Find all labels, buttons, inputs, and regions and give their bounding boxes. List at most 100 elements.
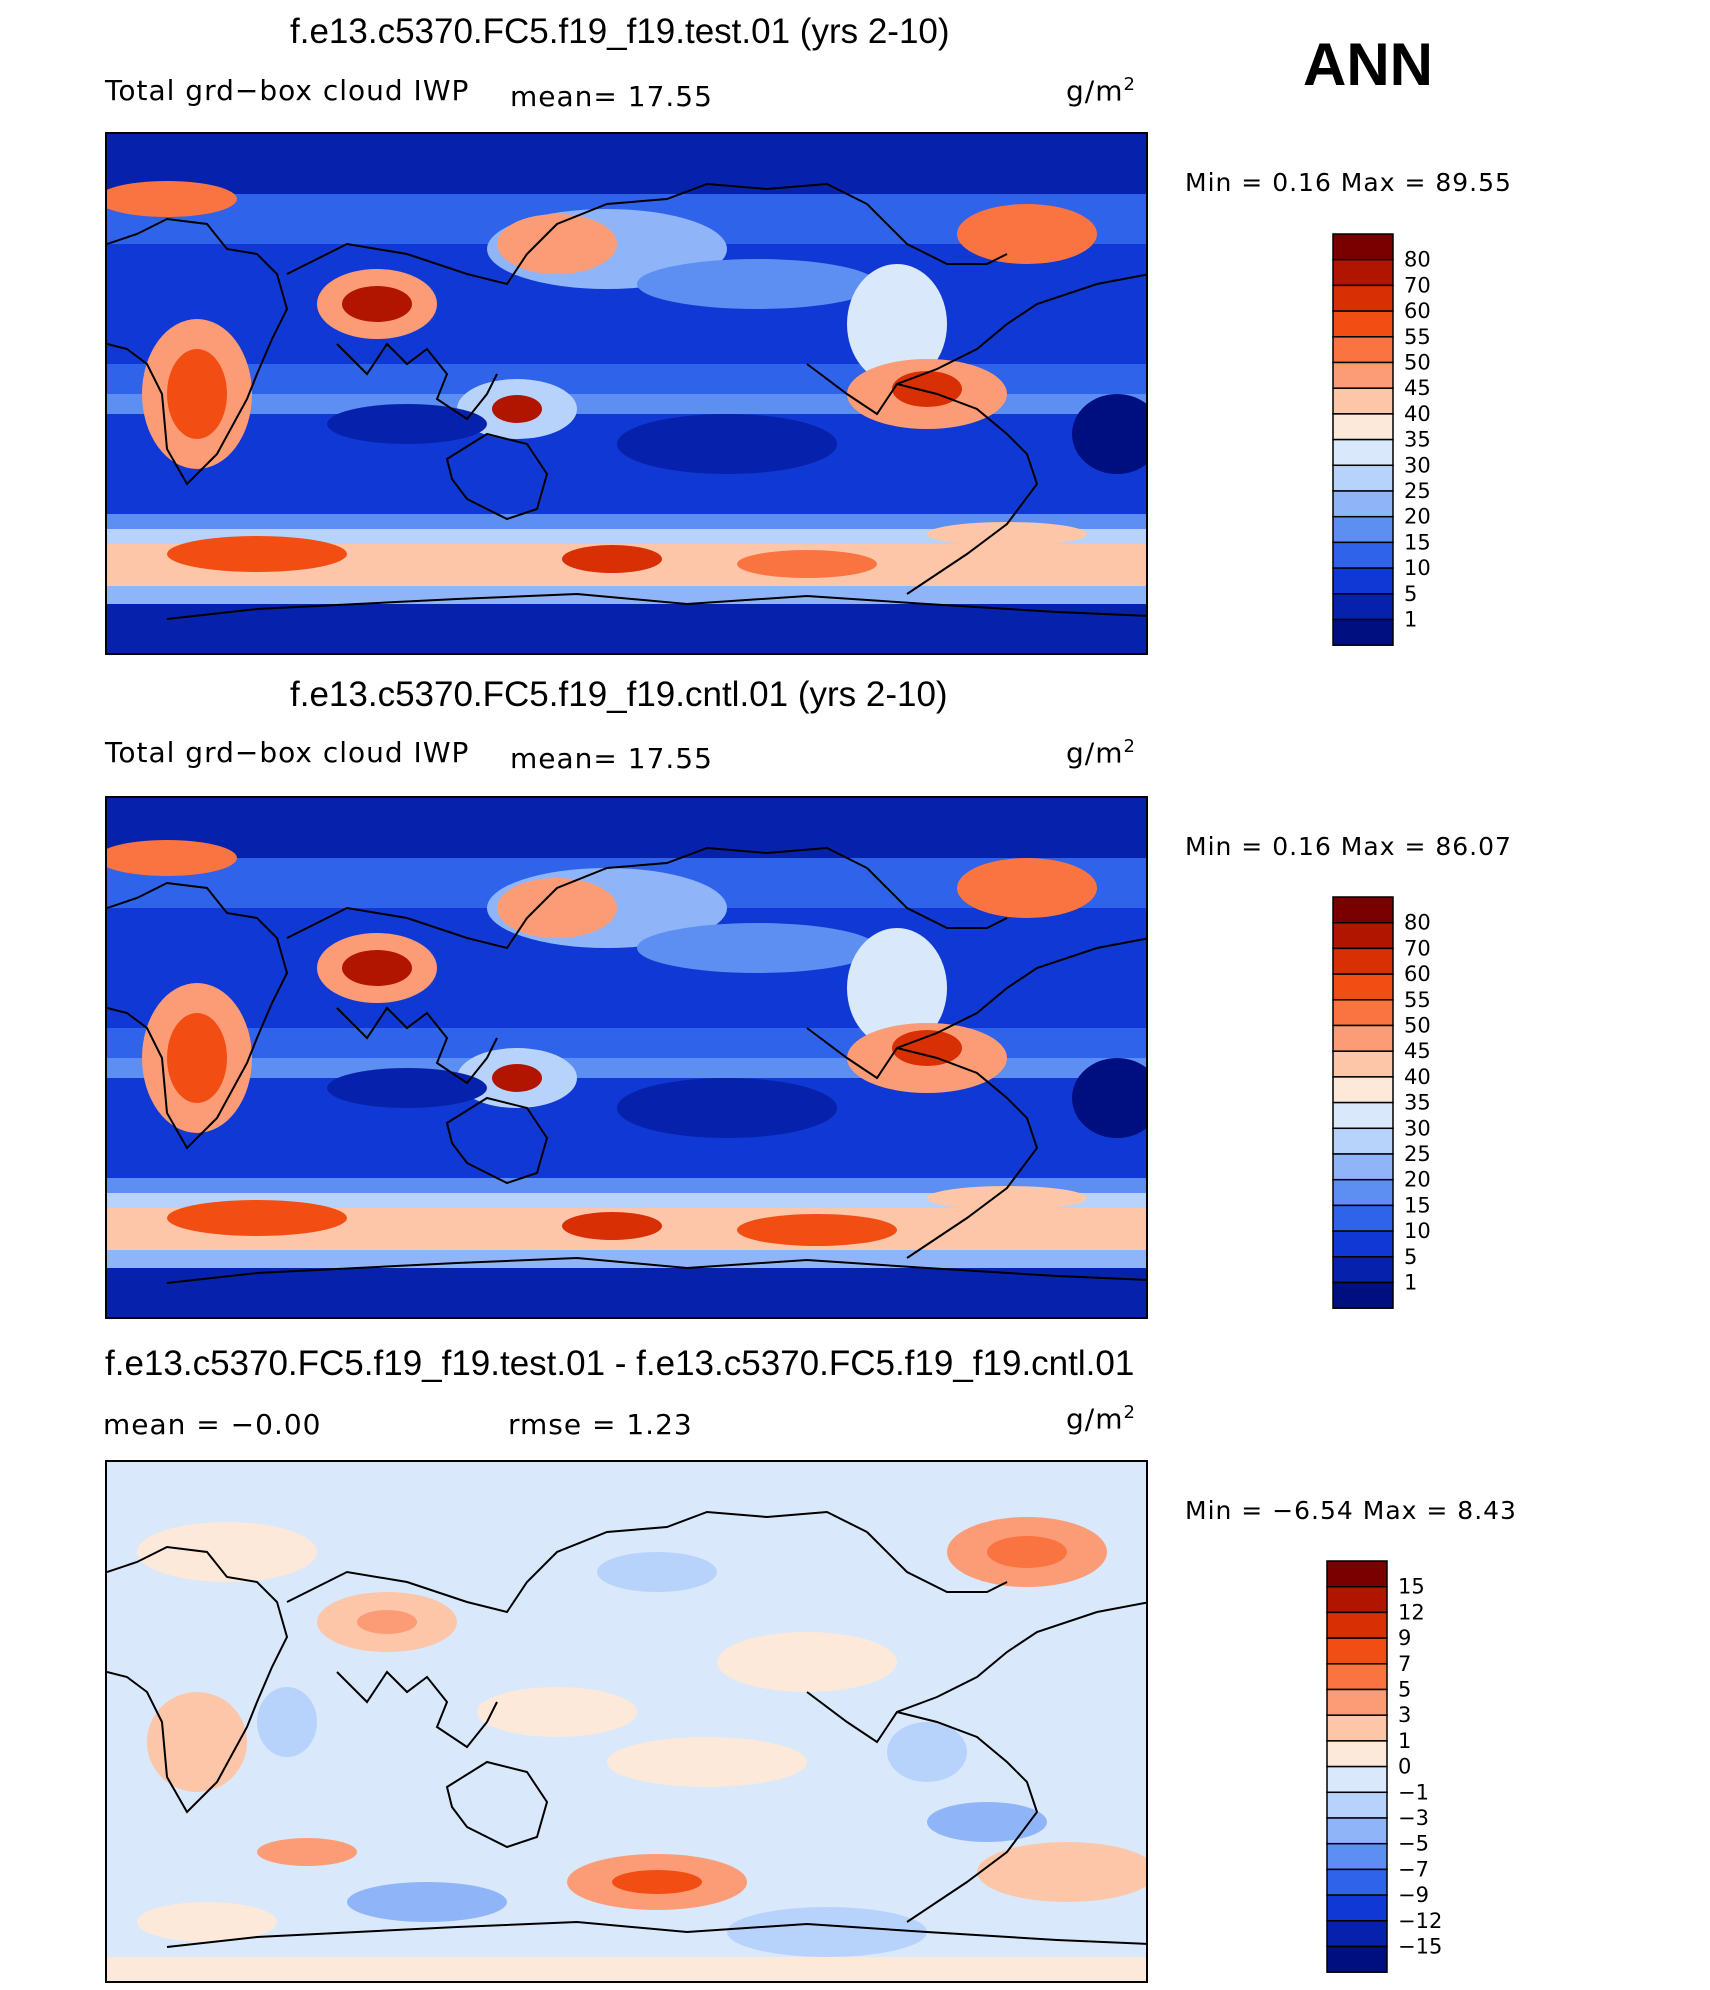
colorbar-level-label: 45	[1404, 376, 1431, 400]
colorbar-box	[1332, 1281, 1394, 1309]
colorbar-level-label: 40	[1404, 402, 1431, 426]
colorbar-box	[1332, 973, 1394, 1001]
panel2-variable: Total grd−box cloud IWP	[105, 736, 470, 769]
colorbar-box	[1332, 593, 1394, 621]
colorbar-box	[1332, 515, 1394, 544]
colorbar-level-label: 30	[1404, 1116, 1431, 1140]
panel1-colorbar: 80 70 60 55 50 45 40 35 30 25 20 15 10 5 1	[1332, 233, 1472, 654]
panel2-colorbar: 80 70 60 55 50 45 40 35 30 25 20 15 10 5 1	[1332, 896, 1472, 1317]
colorbar-box	[1332, 438, 1394, 467]
colorbar-box	[1332, 1230, 1394, 1258]
colorbar-box	[1326, 1611, 1388, 1639]
colorbar-level-label: 15	[1404, 530, 1431, 554]
colorbar-box	[1332, 1101, 1394, 1130]
colorbar-box	[1332, 490, 1394, 518]
colorbar-box	[1326, 1637, 1388, 1665]
colorbar-box	[1332, 1204, 1394, 1232]
panel1-mean: mean= 17.55	[510, 80, 713, 113]
colorbar-box	[1332, 921, 1394, 950]
colorbar-level-label: 55	[1404, 325, 1431, 349]
colorbar-box	[1326, 1868, 1388, 1896]
colorbar-level-label: 0	[1398, 1755, 1411, 1779]
panel3-title: f.e13.c5370.FC5.f19_f19.test.01 - f.e13.…	[105, 1344, 1135, 1383]
colorbar-box	[1332, 1178, 1394, 1207]
colorbar-level-label: 25	[1404, 1142, 1431, 1166]
colorbar-level-label: 3	[1398, 1703, 1411, 1727]
colorbar-box	[1326, 1920, 1388, 1948]
colorbar-box	[1326, 1894, 1388, 1922]
colorbar-level-label: −7	[1398, 1857, 1429, 1881]
colorbar-level-label: 60	[1404, 962, 1431, 986]
colorbar-box	[1326, 1560, 1388, 1588]
colorbar-level-label: 7	[1398, 1652, 1411, 1676]
colorbar-level-label: 20	[1404, 1168, 1431, 1192]
colorbar-level-label: 1	[1404, 1271, 1417, 1295]
panel2-title: f.e13.c5370.FC5.f19_f19.cntl.01 (yrs 2-1…	[290, 675, 948, 714]
colorbar-level-label: 5	[1404, 1245, 1417, 1269]
colorbar-box	[1332, 947, 1394, 975]
colorbar-level-label: 1	[1404, 608, 1417, 632]
colorbar-level-label: 45	[1404, 1039, 1431, 1063]
colorbar-level-label: −12	[1398, 1909, 1442, 1933]
panel2-mean: mean= 17.55	[510, 742, 713, 775]
colorbar-box	[1332, 258, 1394, 287]
colorbar-level-label: 55	[1404, 988, 1431, 1012]
colorbar-box	[1332, 387, 1394, 415]
colorbar-level-label: −1	[1398, 1780, 1429, 1804]
colorbar-box	[1332, 1050, 1394, 1078]
panel3-mean: mean = −0.00	[103, 1408, 322, 1441]
panel3-map	[105, 1460, 1148, 1983]
colorbar-box	[1326, 1817, 1388, 1845]
colorbar-level-label: −9	[1398, 1883, 1429, 1907]
colorbar-level-label: 9	[1398, 1626, 1411, 1650]
colorbar-box	[1332, 464, 1394, 492]
panel1-map	[105, 132, 1148, 655]
colorbar-level-label: 15	[1398, 1575, 1425, 1599]
colorbar-level-label: 5	[1404, 582, 1417, 606]
colorbar-box	[1332, 567, 1394, 595]
colorbar-level-label: 25	[1404, 479, 1431, 503]
panel3-minmax: Min = −6.54 Max = 8.43	[1185, 1496, 1517, 1525]
colorbar-level-label: 5	[1398, 1678, 1411, 1702]
colorbar-box	[1332, 233, 1394, 261]
colorbar-box	[1332, 1153, 1394, 1181]
colorbar-box	[1332, 1076, 1394, 1104]
colorbar-level-label: 30	[1404, 453, 1431, 477]
season-label: ANN	[1303, 31, 1433, 98]
colorbar-level-label: 12	[1398, 1600, 1425, 1624]
colorbar-level-label: 15	[1404, 1193, 1431, 1217]
colorbar-level-label: 70	[1404, 273, 1431, 297]
panel3-rmse: rmse = 1.23	[508, 1408, 693, 1441]
colorbar-level-label: 10	[1404, 556, 1431, 580]
colorbar-level-label: −15	[1398, 1935, 1442, 1959]
colorbar-box	[1326, 1842, 1388, 1871]
colorbar-level-label: 20	[1404, 505, 1431, 529]
panel3-colorbar: 15 12 9 7 5 3 1 0 −1 −3 −5 −7 −9 −12 −15	[1326, 1560, 1466, 1981]
colorbar-box	[1332, 413, 1394, 441]
panel2-map	[105, 796, 1148, 1319]
colorbar-box	[1326, 1791, 1388, 1819]
panel1-variable: Total grd−box cloud IWP	[105, 74, 470, 107]
colorbar-box	[1326, 1663, 1388, 1691]
panel2-units: g/m2	[1066, 736, 1136, 770]
colorbar-level-label: 1	[1398, 1729, 1411, 1753]
colorbar-level-label: 50	[1404, 351, 1431, 375]
colorbar-box	[1326, 1765, 1388, 1794]
colorbar-level-label: 10	[1404, 1219, 1431, 1243]
colorbar-level-label: 80	[1404, 248, 1431, 272]
panel1-minmax: Min = 0.16 Max = 89.55	[1185, 168, 1512, 197]
colorbar-level-label: 60	[1404, 299, 1431, 323]
colorbar-box	[1332, 284, 1394, 312]
colorbar-box	[1332, 896, 1394, 924]
colorbar-box	[1332, 1256, 1394, 1284]
colorbar-level-label: 35	[1404, 428, 1431, 452]
colorbar-level-label: 70	[1404, 936, 1431, 960]
colorbar-level-label: −5	[1398, 1832, 1429, 1856]
colorbar-level-label: 80	[1404, 911, 1431, 935]
colorbar-box	[1332, 336, 1394, 364]
colorbar-level-label: 35	[1404, 1091, 1431, 1115]
colorbar-box	[1332, 618, 1394, 646]
colorbar-box	[1326, 1714, 1388, 1742]
